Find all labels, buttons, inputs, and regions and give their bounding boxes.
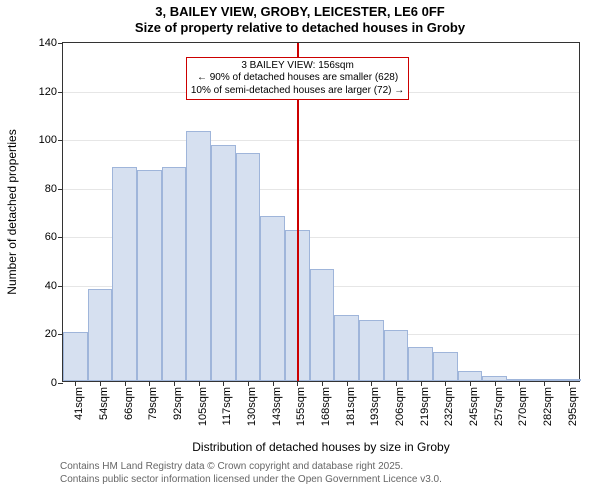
footer: Contains HM Land Registry data © Crown c… [60,460,442,486]
annotation-line: 3 BAILEY VIEW: 156sqm [191,60,404,73]
x-tick-label: 92sqm [172,387,184,420]
x-tick-mark [470,381,471,386]
histogram-bar [458,371,483,381]
chart-title-line2: Size of property relative to detached ho… [0,20,600,36]
x-tick-label: 282sqm [542,387,554,426]
histogram-bar [433,352,458,381]
x-tick-mark [125,381,126,386]
x-tick-label: 257sqm [493,387,505,426]
x-tick-mark [421,381,422,386]
x-tick-label: 181sqm [345,387,357,426]
histogram-bar [359,320,384,381]
chart-title-line1: 3, BAILEY VIEW, GROBY, LEICESTER, LE6 0F… [0,4,600,20]
chart-container: 3, BAILEY VIEW, GROBY, LEICESTER, LE6 0F… [0,0,600,500]
footer-line1: Contains HM Land Registry data © Crown c… [60,460,442,473]
x-tick-mark [544,381,545,386]
x-tick-mark [199,381,200,386]
y-tick-label: 20 [45,328,63,340]
y-tick-label: 0 [51,377,63,389]
x-tick-label: 219sqm [419,387,431,426]
x-tick-label: 105sqm [197,387,209,426]
y-tick-label: 120 [39,86,63,98]
histogram-bar [384,330,409,381]
x-tick-label: 168sqm [320,387,332,426]
x-tick-mark [100,381,101,386]
x-tick-label: 232sqm [443,387,455,426]
y-tick-label: 40 [45,280,63,292]
x-tick-mark [396,381,397,386]
x-tick-mark [569,381,570,386]
x-tick-mark [149,381,150,386]
x-tick-mark [297,381,298,386]
x-tick-mark [371,381,372,386]
x-tick-label: 245sqm [468,387,480,426]
chart-title-block: 3, BAILEY VIEW, GROBY, LEICESTER, LE6 0F… [0,0,600,37]
histogram-bar [88,289,113,381]
x-tick-mark [223,381,224,386]
x-tick-label: 270sqm [517,387,529,426]
histogram-bar [162,167,187,381]
y-axis-title: Number of detached properties [5,42,19,382]
x-tick-label: 206sqm [394,387,406,426]
x-axis-title: Distribution of detached houses by size … [192,440,449,454]
x-tick-mark [347,381,348,386]
x-tick-label: 130sqm [246,387,258,426]
histogram-bar [186,131,211,381]
y-tick-label: 140 [39,37,63,49]
x-tick-label: 193sqm [369,387,381,426]
x-tick-mark [75,381,76,386]
x-tick-mark [174,381,175,386]
x-tick-mark [322,381,323,386]
x-tick-label: 79sqm [147,387,159,420]
histogram-bar [260,216,285,381]
y-tick-label: 60 [45,231,63,243]
x-tick-mark [273,381,274,386]
annotation-box: 3 BAILEY VIEW: 156sqm← 90% of detached h… [186,57,409,101]
histogram-bar [334,315,359,381]
histogram-bar [408,347,433,381]
annotation-line: 10% of semi-detached houses are larger (… [191,85,404,98]
histogram-bar [63,332,88,381]
histogram-bar [236,153,261,381]
x-tick-label: 66sqm [123,387,135,420]
histogram-bar [211,145,236,381]
histogram-bar [112,167,137,381]
footer-line2: Contains public sector information licen… [60,473,442,486]
y-tick-label: 80 [45,183,63,195]
x-tick-mark [495,381,496,386]
x-tick-label: 295sqm [567,387,579,426]
x-tick-label: 143sqm [271,387,283,426]
x-tick-label: 41sqm [73,387,85,420]
x-tick-mark [248,381,249,386]
plot-area: 02040608010012014041sqm54sqm66sqm79sqm92… [62,42,580,382]
histogram-bar [137,170,162,381]
x-tick-label: 155sqm [295,387,307,426]
y-tick-label: 100 [39,134,63,146]
x-tick-label: 117sqm [221,387,233,425]
histogram-bar [310,269,335,381]
x-tick-mark [519,381,520,386]
annotation-line: ← 90% of detached houses are smaller (62… [191,72,404,85]
x-tick-label: 54sqm [98,387,110,420]
gridline [63,140,579,141]
x-tick-mark [445,381,446,386]
